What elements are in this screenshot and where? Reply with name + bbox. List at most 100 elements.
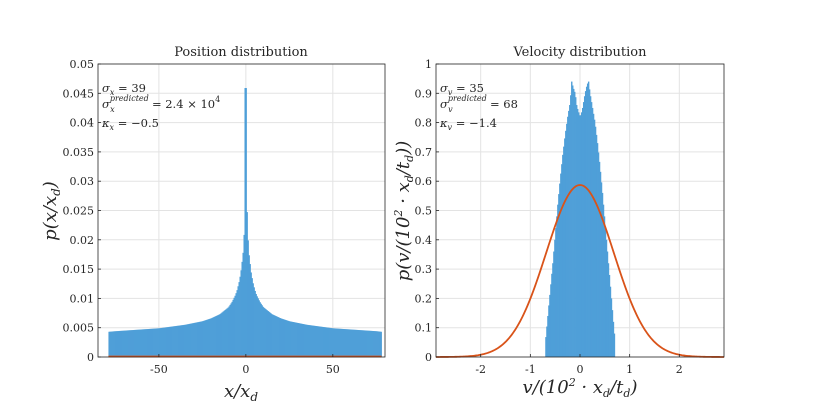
- position-histogram-bar: [268, 311, 270, 357]
- velocity-histogram-bar: [575, 97, 577, 357]
- velocity-histogram-bar: [580, 115, 582, 358]
- velocity-ticks: -2 -1 0 1 2 0 0.1 0.2 0.3 0.4 0.5 0.6 0.7 0.8 0.9 1: [415, 58, 683, 376]
- position-ytick-label: 0.015: [63, 263, 95, 276]
- position-ytick-label: 0.05: [70, 58, 95, 71]
- position-histogram-bar: [198, 321, 200, 357]
- position-histogram-bar: [270, 313, 272, 357]
- position-histogram-bar: [366, 330, 368, 357]
- velocity-ytick-label: 0.1: [415, 322, 433, 335]
- position-chart: -50 0 50 0 0.005 0.01 0.015 0.02 0.025 0.03 0.035 0…: [40, 45, 386, 404]
- position-histogram-bar: [320, 326, 322, 357]
- position-histogram-bar: [273, 315, 275, 357]
- position-ytick-label: 0.035: [63, 146, 95, 159]
- velocity-histogram-bar: [589, 96, 592, 357]
- position-histogram-bar: [371, 330, 373, 357]
- position-histogram-bar: [337, 328, 339, 357]
- velocity-histogram-bar: [546, 326, 548, 357]
- position-histogram-bar: [167, 327, 169, 357]
- position-histogram-bar: [246, 212, 248, 357]
- position-histogram-bar: [136, 329, 138, 357]
- position-histogram-bar: [133, 329, 135, 357]
- position-histogram-bar: [118, 330, 120, 357]
- velocity-histogram-bar: [556, 216, 558, 357]
- position-histogram-bar: [313, 325, 315, 357]
- velocity-ytick-label: 0.7: [415, 146, 433, 159]
- position-histogram-bar: [174, 326, 176, 357]
- position-histogram-bar: [124, 330, 126, 357]
- position-histogram-bar: [171, 326, 173, 357]
- position-histogram-bar: [308, 325, 310, 357]
- position-histogram-bar: [234, 295, 236, 357]
- position-histogram-bar: [296, 322, 298, 357]
- position-histogram-bar: [328, 327, 330, 357]
- position-histogram-bar: [332, 328, 334, 357]
- position-annotation-2: κx = −0.5: [101, 116, 159, 132]
- position-histogram-bar: [221, 312, 223, 357]
- position-histogram-bar: [199, 321, 201, 357]
- velocity-histogram-bar: [604, 228, 607, 357]
- position-histogram-bar: [291, 321, 293, 357]
- position-histogram-bar: [128, 330, 130, 357]
- position-histogram-bar: [294, 322, 296, 357]
- position-histogram-bar: [310, 325, 312, 357]
- position-histogram-bar: [301, 323, 303, 357]
- position-histogram-bar: [178, 325, 180, 357]
- position-histogram-bar: [148, 328, 150, 357]
- position-histogram-bar: [287, 320, 289, 357]
- position-histogram-bar: [372, 330, 374, 357]
- position-histogram-bar: [115, 331, 117, 357]
- position-histogram-bar: [177, 325, 179, 357]
- position-histogram-bar: [317, 326, 319, 357]
- position-histogram-bar: [239, 276, 241, 357]
- velocity-histogram-bar: [567, 116, 569, 358]
- position-histogram-bar: [375, 331, 377, 357]
- position-histogram-bar: [245, 88, 247, 357]
- velocity-histogram-bar: [612, 321, 615, 357]
- position-histogram-bar: [149, 328, 151, 357]
- velocity-histogram-bar: [602, 204, 605, 357]
- position-histogram-bar: [110, 331, 112, 357]
- velocity-histogram-bar: [548, 305, 550, 357]
- position-histogram-bar: [312, 325, 314, 357]
- velocity-histogram-bar: [585, 86, 588, 358]
- position-histogram-bar: [173, 326, 175, 357]
- position-histogram-bar: [140, 329, 142, 357]
- position-histogram-bar: [206, 319, 208, 357]
- velocity-histogram-bar: [572, 85, 574, 357]
- position-histogram-bar: [244, 88, 246, 357]
- position-histogram-bar: [265, 309, 267, 357]
- position-histogram-bar: [135, 329, 137, 357]
- position-ytick-label: 0.03: [70, 175, 95, 188]
- velocity-histogram-bar: [607, 263, 610, 357]
- position-histogram-bar: [338, 328, 340, 357]
- position-histogram-bar: [364, 330, 366, 357]
- position-histogram-bar: [250, 272, 252, 357]
- position-histogram-bar: [112, 331, 114, 357]
- velocity-histogram-bar: [547, 315, 549, 357]
- position-histogram-bar: [153, 328, 155, 357]
- position-histogram-bar: [360, 330, 362, 357]
- position-histogram-bar: [232, 299, 234, 357]
- position-histogram-bar: [356, 329, 358, 357]
- position-histogram-bar: [152, 328, 154, 357]
- velocity-ytick-label: 0.8: [415, 117, 433, 130]
- position-histogram-bar: [281, 318, 283, 357]
- position-histogram-bar: [304, 324, 306, 357]
- velocity-histogram-bar: [597, 152, 600, 357]
- position-histogram-bar: [203, 320, 205, 357]
- position-histogram-bar: [343, 329, 345, 357]
- velocity-ytick-label: 0: [425, 351, 432, 364]
- position-histogram-bar: [362, 330, 364, 357]
- velocity-histogram-bar: [551, 273, 553, 357]
- velocity-histogram-bar: [588, 89, 591, 357]
- position-histogram-bar: [170, 326, 172, 357]
- position-histogram-bar: [257, 298, 259, 357]
- position-histogram-bar: [108, 331, 110, 357]
- velocity-histogram-bar: [563, 146, 565, 357]
- position-histogram-bar: [334, 328, 336, 357]
- position-histogram-bar: [280, 318, 282, 357]
- position-histogram-bar: [205, 320, 207, 357]
- velocity-histogram-bar: [550, 284, 552, 357]
- position-ytick-label: 0.04: [70, 117, 95, 130]
